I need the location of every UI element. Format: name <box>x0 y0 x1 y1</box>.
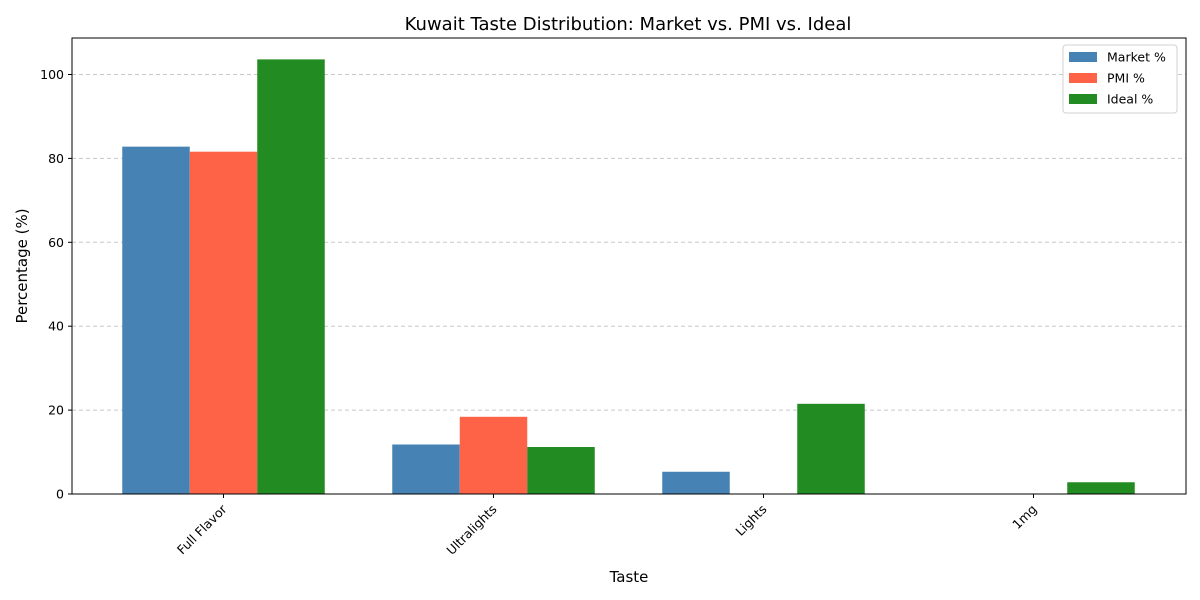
bars <box>122 59 1135 495</box>
bar <box>392 444 460 494</box>
legend-label: Market % <box>1107 50 1166 65</box>
y-tick-label: 60 <box>48 235 64 250</box>
bar <box>797 403 865 494</box>
x-axis: Full Flavor Ultralights Lights 1mg <box>174 494 1040 558</box>
bar <box>527 447 595 494</box>
legend-label: Ideal % <box>1107 92 1153 107</box>
y-tick-label: 40 <box>48 319 64 334</box>
x-tick-label: Ultralights <box>443 502 499 558</box>
x-axis-label: Taste <box>609 568 649 586</box>
bar <box>122 146 190 494</box>
legend-swatch <box>1069 73 1097 83</box>
y-tick-label: 100 <box>40 67 64 82</box>
x-tick-label: 1mg <box>1009 502 1039 532</box>
bar <box>459 416 528 494</box>
y-axis-label: Percentage (%) <box>13 208 31 323</box>
y-axis: 0 20 40 60 80 100 <box>40 67 72 502</box>
y-tick-label: 0 <box>56 487 64 502</box>
bar <box>1067 482 1135 494</box>
chart-title: Kuwait Taste Distribution: Market vs. PM… <box>405 14 852 35</box>
bar <box>257 59 325 495</box>
x-tick-label: Full Flavor <box>174 501 230 557</box>
bar <box>662 471 730 494</box>
legend-swatch <box>1069 94 1097 104</box>
plot-frame <box>71 37 1187 495</box>
x-tick-label: Lights <box>732 502 769 539</box>
legend: Market % PMI % Ideal % <box>1062 44 1178 114</box>
legend-label: PMI % <box>1107 71 1145 86</box>
legend-swatch <box>1069 52 1097 62</box>
y-tick-label: 20 <box>48 403 64 418</box>
bar <box>189 151 258 495</box>
y-tick-label: 80 <box>48 151 64 166</box>
